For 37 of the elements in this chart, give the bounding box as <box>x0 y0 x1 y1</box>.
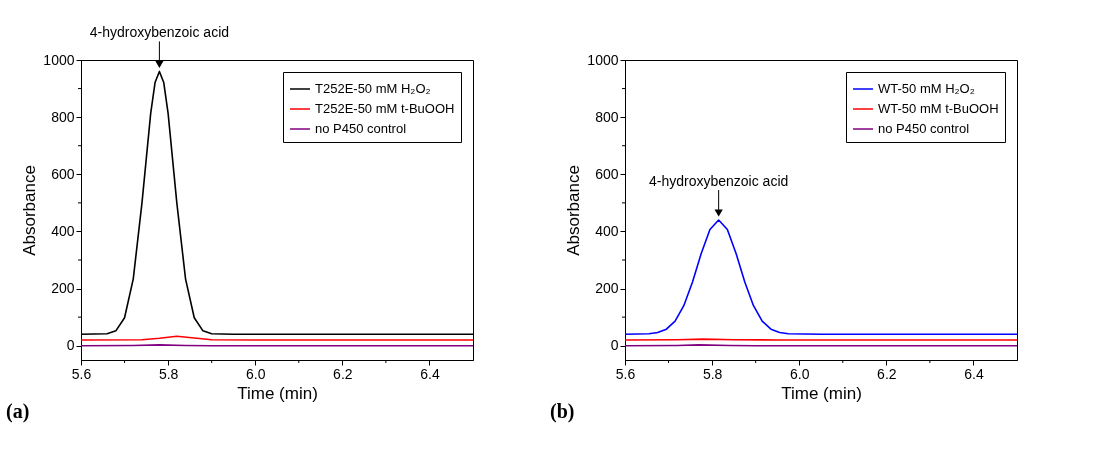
y-tick-label: 1000 <box>587 51 619 68</box>
legend-label: WT-50 mM t-BuOOH <box>878 101 999 116</box>
y-tick-label: 800 <box>595 108 619 125</box>
y-tick-label: 0 <box>610 337 619 354</box>
legend-label: no P450 control <box>878 121 970 136</box>
y-tick-label: 600 <box>51 165 75 182</box>
y-axis-title: Absorbance <box>564 165 584 256</box>
y-axis-title: Absorbance <box>20 165 40 256</box>
y-tick-label: 200 <box>595 280 619 297</box>
legend-label: no P450 control <box>315 121 407 136</box>
y-tick-label: 600 <box>595 165 619 182</box>
text: (a) <box>6 400 30 423</box>
x-tick-label: 5.8 <box>158 365 179 382</box>
x-tick-label: 6.2 <box>877 365 897 382</box>
x-tick-label: 6.4 <box>420 365 440 382</box>
y-tick-label: 400 <box>51 222 75 239</box>
y-tick-label: 800 <box>51 108 75 125</box>
x-tick-label: 5.8 <box>702 365 723 382</box>
x-tick-label: 6.4 <box>964 365 984 382</box>
x-tick-label: 6.0 <box>789 365 810 382</box>
legend-label: T252E-50 mM H₂O₂ <box>315 81 431 96</box>
y-tick-label: 400 <box>595 222 619 239</box>
annotation: 4-hydroxybenzoic acid <box>89 24 230 41</box>
line-series <box>625 219 1017 336</box>
x-tick-label: 5.6 <box>71 365 92 382</box>
x-tick-label: 5.6 <box>615 365 636 382</box>
text: (b) <box>550 400 575 423</box>
legend-label: T252E-50 mM t-BuOOH <box>315 101 455 116</box>
annotation: 4-hydroxybenzoic acid <box>649 173 789 189</box>
y-tick-label: 0 <box>66 337 75 354</box>
x-tick-label: 6.2 <box>333 365 353 382</box>
y-tick-label: 200 <box>51 280 75 297</box>
legend-label: WT-50 mM H₂O₂ <box>878 81 975 96</box>
x-tick-label: 6.0 <box>245 365 266 382</box>
y-tick-label: 1000 <box>43 51 75 68</box>
x-axis-title: Time (min) <box>781 383 862 403</box>
x-axis-title: Time (min) <box>237 383 318 403</box>
